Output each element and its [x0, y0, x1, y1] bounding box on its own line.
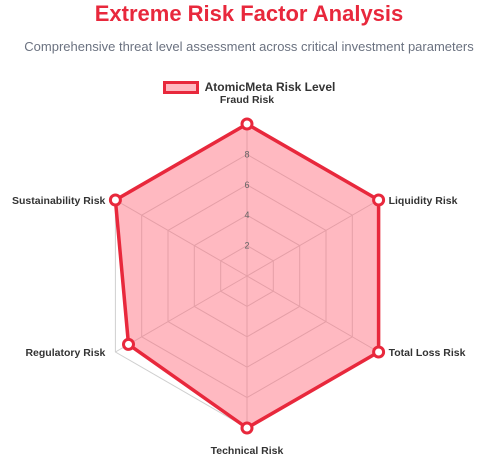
data-point [240, 421, 254, 435]
legend-label: AtomicMeta Risk Level [204, 80, 336, 94]
data-point [372, 345, 386, 359]
axis-labels: Fraud Risk Liquidity Risk Total Loss Risk T… [12, 94, 466, 454]
tick-label: 6 [244, 180, 249, 190]
axis-label: Technical Risk [211, 445, 284, 454]
grid-spoke [115, 275, 248, 353]
data-point [372, 193, 386, 207]
tick-label: 4 [244, 210, 249, 220]
data-point [122, 337, 135, 351]
series-area [113, 122, 381, 430]
legend[interactable]: AtomicMeta Risk Level [0, 80, 498, 94]
grid-spoke [246, 275, 379, 353]
axis-label: Sustainability Risk [12, 195, 106, 207]
tick-label: 2 [244, 241, 249, 251]
chart-title: Extreme Risk Factor Analysis [94, 1, 404, 26]
legend-swatch [162, 80, 199, 94]
radial-tick-labels: 2 4 6 8 [244, 149, 249, 250]
axis-label: Total Loss Risk [389, 347, 466, 359]
tick-label: 8 [244, 149, 249, 159]
data-point [108, 193, 122, 207]
radar-series [113, 122, 381, 430]
grid-spoke [246, 199, 379, 277]
chart-subtitle: Comprehensive threat level assessment ac… [24, 39, 474, 54]
radar-points [108, 117, 386, 435]
axis-label: Liquidity Risk [389, 195, 458, 207]
axis-label: Fraud Risk [220, 94, 274, 106]
data-point [240, 117, 254, 131]
grid-spoke [115, 199, 248, 277]
axis-label: Regulatory Risk [25, 347, 105, 359]
